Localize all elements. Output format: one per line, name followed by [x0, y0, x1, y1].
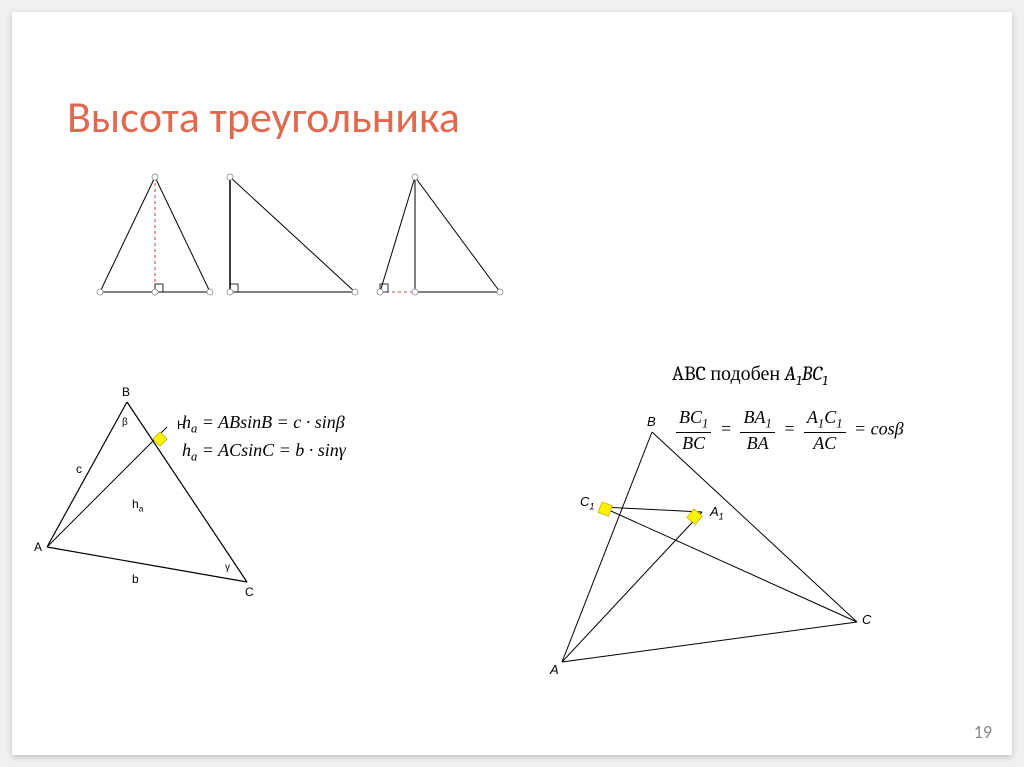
bottom-right-container: A B C A1 C1 — [542, 412, 882, 672]
label-B-right: B — [647, 414, 656, 429]
label-gamma: γ — [225, 562, 230, 573]
formula-2: ha = ACsinC = b · sinγ — [182, 438, 346, 466]
label-B: B — [122, 385, 130, 399]
label-beta: β — [122, 417, 128, 428]
similarity-statement: ABC подобен A1BC1 — [672, 362, 828, 389]
label-c: c — [76, 462, 82, 476]
label-C: C — [245, 585, 254, 599]
similar-triangles-diagram — [542, 412, 882, 672]
height-formulas: ha = ABsinB = c · sinβ ha = ACsinC = b ·… — [182, 410, 346, 466]
slide: Высота треугольника — [12, 12, 1012, 755]
label-C-right: C — [862, 612, 871, 627]
label-ha: ha — [132, 497, 143, 513]
label-C1-right: C1 — [580, 494, 594, 512]
formula-1: ha = ABsinB = c · sinβ — [182, 410, 346, 438]
top-altitude-diagrams — [90, 167, 510, 317]
slide-title: Высота треугольника — [67, 90, 460, 144]
label-A-right: A — [550, 662, 559, 677]
label-A1-right: A1 — [710, 504, 724, 522]
triangle-3 — [377, 174, 503, 295]
label-b: b — [132, 572, 139, 586]
label-A: A — [34, 540, 42, 554]
triangle-2 — [227, 174, 358, 295]
triangle-1 — [97, 174, 213, 295]
page-number: 19 — [974, 721, 992, 743]
